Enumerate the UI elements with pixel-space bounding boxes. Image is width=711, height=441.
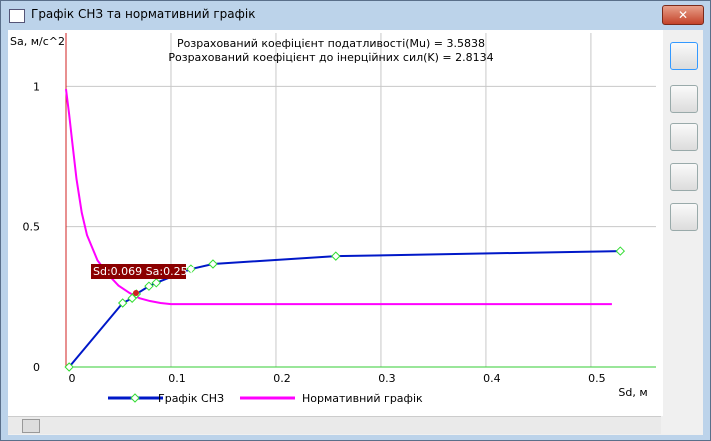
point xyxy=(144,281,154,291)
zoom-in[interactable] xyxy=(670,203,698,231)
chart-background xyxy=(8,30,663,416)
point xyxy=(117,298,128,308)
y-axis-label: Sa, м/с^2 xyxy=(10,35,65,48)
close-button[interactable]: ✕ xyxy=(662,5,704,25)
legend-label: Графік СНЗ xyxy=(158,392,224,405)
annotation: Розрахований коефіцієнт податливості(Mu)… xyxy=(177,37,485,50)
legend-label: Нормативний графік xyxy=(302,392,423,405)
window-title: Графік СНЗ та нормативний графік xyxy=(31,7,256,21)
point xyxy=(186,264,196,274)
horizontal-scrollbar[interactable] xyxy=(8,416,661,434)
point xyxy=(208,259,218,269)
x-axis-label: Sd, м xyxy=(618,386,647,399)
x-tick-label: 0.3 xyxy=(378,372,396,385)
legend-marker xyxy=(130,393,140,403)
point xyxy=(64,362,74,372)
x-tick-label: 0.2 xyxy=(273,372,291,385)
export-excel[interactable] xyxy=(670,85,698,113)
series-line xyxy=(68,250,621,368)
scroll-thumb[interactable] xyxy=(22,419,40,433)
chart: 0 0.1 0.2 0.3 0.4 0.5 0 0.5 1 Sa, м/с^2 Sd, м Розра… xyxy=(8,30,663,416)
zoom-out[interactable] xyxy=(670,163,698,191)
x-tick-label: 0.1 xyxy=(168,372,186,385)
tooltip-point xyxy=(133,290,139,296)
tooltip: Sd:0.069 Sa:0.257 xyxy=(93,265,195,278)
x-tick-label: 0 xyxy=(69,372,76,385)
point xyxy=(151,278,161,288)
x-tick-label: 0.5 xyxy=(588,372,606,385)
client-area: 0 0.1 0.2 0.3 0.4 0.5 0 0.5 1 Sa, м/с^2 Sd, м Розра… xyxy=(8,30,703,435)
window-icon xyxy=(9,9,25,23)
point xyxy=(615,246,626,256)
tooltip-box xyxy=(91,264,186,279)
annotation: Розрахований коефіцієнт до інерційних си… xyxy=(168,51,493,64)
export-image[interactable] xyxy=(670,123,698,151)
point xyxy=(331,251,341,261)
y-tick-label: 1 xyxy=(33,80,40,93)
y-tick-label: 0 xyxy=(33,361,40,374)
x-tick-label: 0.4 xyxy=(483,372,501,385)
select-tool[interactable] xyxy=(670,42,698,70)
y-tick-label: 0.5 xyxy=(23,221,41,234)
